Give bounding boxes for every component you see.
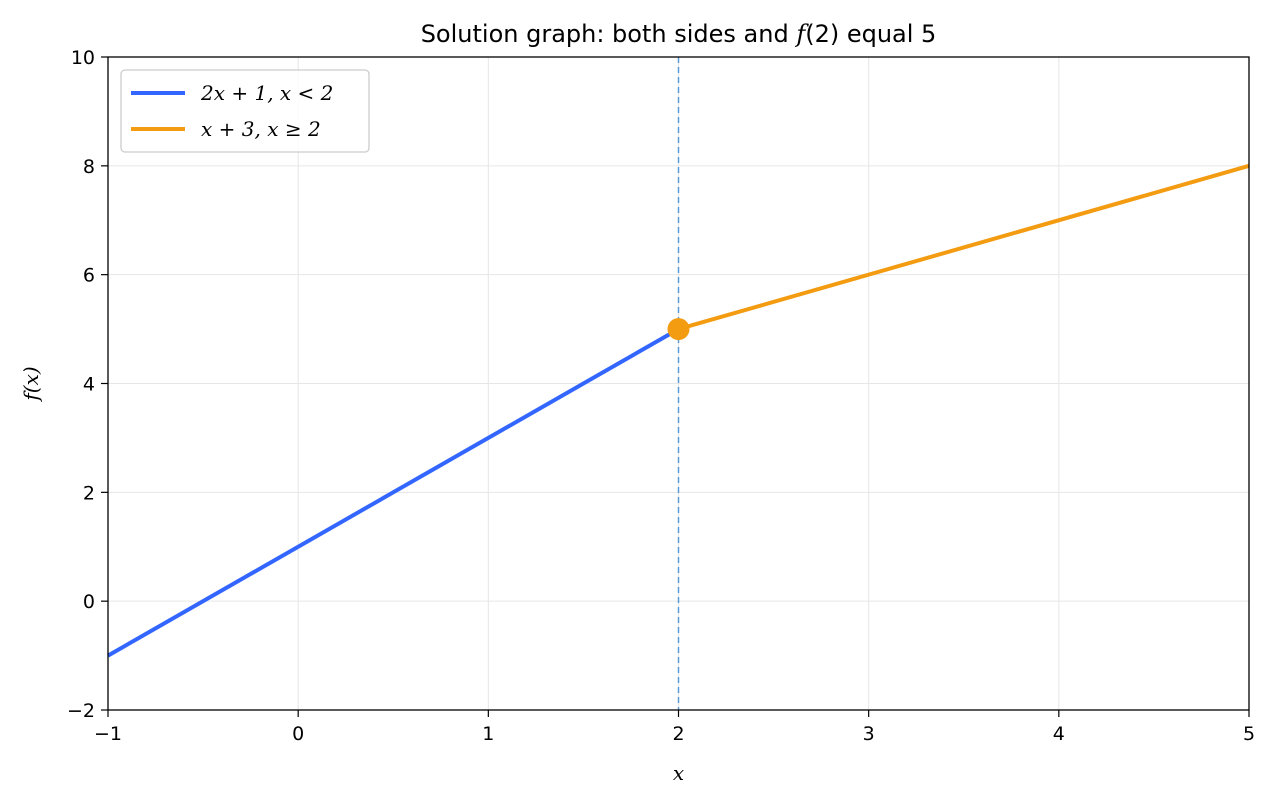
y-axis-label: f(x) xyxy=(19,366,43,402)
y-tick-label: 4 xyxy=(83,374,95,396)
series-line-1 xyxy=(107,327,680,658)
y-axis-ticks: −2 0 2 4 6 8 10 xyxy=(67,47,108,722)
y-tick-label: 0 xyxy=(83,591,95,613)
x-tick-label: 5 xyxy=(1243,723,1255,745)
legend: 2x + 1, x < 2 x + 3, x ≥ 2 xyxy=(120,69,370,153)
series-line-2 xyxy=(677,163,1250,332)
highlight-point xyxy=(667,318,690,341)
series-lines xyxy=(107,163,1250,658)
legend-label-series-2: x + 3, x ≥ 2 xyxy=(201,117,321,141)
x-axis-label: x xyxy=(673,761,684,785)
x-tick-label: −1 xyxy=(94,723,122,745)
x-tick-label: 4 xyxy=(1053,723,1065,745)
y-tick-label: 6 xyxy=(83,265,95,287)
legend-box xyxy=(120,69,370,153)
x-tick-label: 0 xyxy=(292,723,304,745)
x-tick-label: 1 xyxy=(482,723,494,745)
chart-title: Solution graph: both sides and f(2) equa… xyxy=(421,20,937,48)
x-tick-label: 2 xyxy=(672,723,684,745)
legend-label-series-1: 2x + 1, x < 2 xyxy=(200,81,333,105)
highlight-point-group xyxy=(667,318,690,341)
y-tick-label: 2 xyxy=(83,482,95,504)
y-tick-label: −2 xyxy=(67,700,95,722)
y-tick-label: 10 xyxy=(71,47,95,69)
x-axis-ticks: −1 0 1 2 3 4 5 xyxy=(94,710,1255,745)
x-tick-label: 3 xyxy=(863,723,875,745)
y-tick-label: 8 xyxy=(83,156,95,178)
